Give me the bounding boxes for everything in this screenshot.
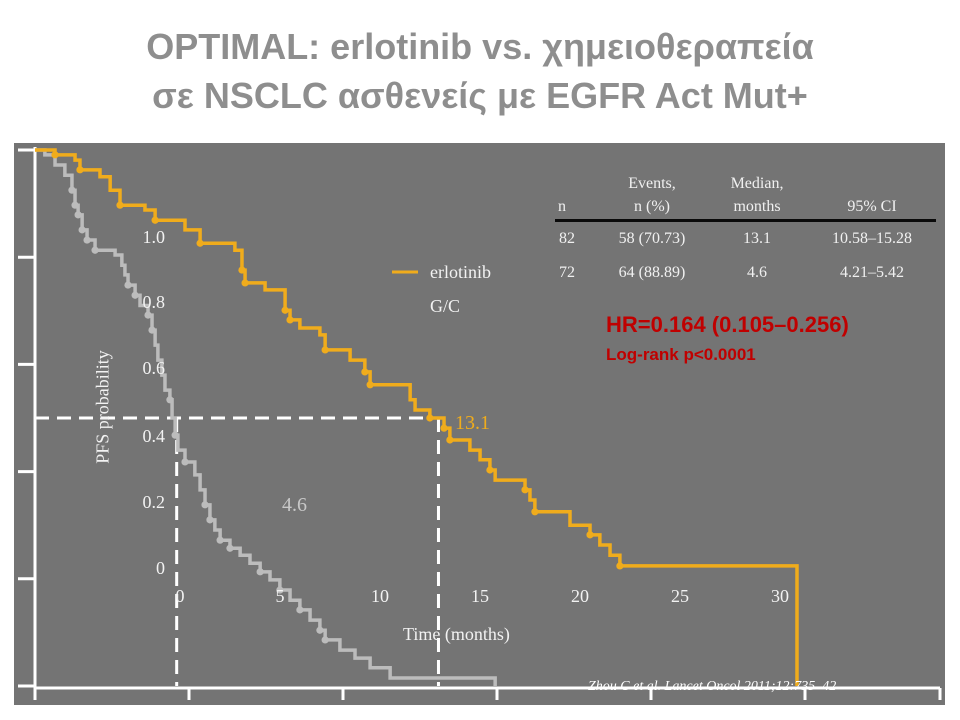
x-tick-label: 15 [471, 586, 489, 606]
censor-mark-gc [124, 281, 132, 289]
hazard-ratio-text: HR=0.164 (0.105–0.256) [606, 312, 849, 337]
censor-mark-gc [296, 606, 304, 614]
table-cell: 4.21–5.42 [840, 264, 904, 281]
y-tick-label: 1.0 [142, 227, 166, 247]
censor-mark-gc [91, 246, 99, 254]
table-cell: 64 (88.89) [618, 264, 686, 281]
table-cell: 58 (70.73) [618, 230, 686, 247]
censor-mark-gc [144, 311, 152, 319]
censor-mark-gc [201, 501, 209, 509]
y-tick-label: 0.8 [142, 292, 166, 312]
censor-mark-erlotinib [586, 531, 594, 539]
x-tick-label: 0 [175, 586, 185, 606]
x-axis-label: Time (months) [403, 624, 510, 644]
table-header-line1: Median, [730, 175, 784, 192]
censor-mark-gc [131, 291, 139, 299]
censor-mark-gc [68, 186, 76, 194]
censor-mark-gc [206, 516, 214, 524]
censor-mark-erlotinib [426, 414, 434, 422]
legend-label-gc: G/C [430, 296, 461, 316]
censor-mark-gc [216, 536, 224, 544]
y-tick-label: 0.2 [142, 492, 166, 512]
citation: Zhou C et al. Lancet Oncol 2011;12:735–4… [588, 679, 837, 694]
censor-mark-gc [166, 396, 174, 404]
censor-mark-erlotinib [366, 381, 374, 389]
censor-mark-gc [276, 586, 284, 594]
censor-mark-gc [171, 431, 179, 439]
plot-background [14, 143, 945, 705]
table-cell: 72 [559, 264, 575, 281]
x-tick-label: 5 [275, 586, 285, 606]
table-cell: 4.6 [747, 264, 767, 281]
logrank-text: Log-rank p<0.0001 [606, 345, 756, 364]
censor-mark-erlotinib [531, 508, 539, 516]
median-label-gc: 4.6 [282, 494, 307, 516]
censor-mark-erlotinib [361, 368, 369, 376]
censor-mark-gc [83, 236, 91, 244]
table-header-median: months [733, 198, 781, 215]
censor-mark-erlotinib [51, 151, 59, 159]
table-cell: 82 [559, 230, 575, 247]
table-divider [555, 219, 936, 222]
censor-mark-gc [256, 568, 264, 576]
censor-mark-erlotinib [286, 316, 294, 324]
x-tick-label: 20 [571, 586, 589, 606]
censor-mark-erlotinib [241, 279, 249, 287]
table-header-n: n [558, 198, 566, 215]
y-tick-label: 0.6 [142, 358, 166, 378]
table-header-ci: 95% CI [847, 198, 897, 215]
y-tick-label: 0 [156, 558, 165, 578]
censor-mark-erlotinib [440, 424, 448, 432]
legend-label-erlotinib: erlotinib [430, 262, 491, 282]
censor-mark-gc [181, 458, 189, 466]
y-axis-label: PFS probability [92, 350, 113, 464]
censor-mark-gc [321, 636, 329, 644]
table-cell: 10.58–15.28 [832, 230, 912, 247]
censor-mark-erlotinib [321, 346, 329, 354]
censor-mark-erlotinib [446, 436, 454, 444]
table-header-line1: Events, [628, 175, 676, 192]
censor-mark-gc [148, 326, 156, 334]
censor-mark-gc [78, 226, 86, 234]
median-label-erlotinib: 13.1 [455, 412, 490, 434]
slide-title-line-1: OPTIMAL: erlotinib vs. χημειοθεραπεία [146, 26, 814, 67]
censor-mark-erlotinib [151, 216, 159, 224]
censor-mark-gc [71, 201, 79, 209]
censor-mark-gc [316, 626, 324, 634]
table-header-events: n (%) [634, 198, 670, 215]
slide-title-line-2: σε NSCLC ασθενείς με EGFR Act Mut+ [152, 75, 808, 116]
x-tick-label: 10 [371, 586, 389, 606]
censor-mark-erlotinib [281, 306, 289, 314]
censor-mark-erlotinib [116, 201, 124, 209]
censor-mark-erlotinib [486, 466, 494, 474]
censor-mark-erlotinib [521, 486, 529, 494]
y-tick-label: 0.4 [142, 426, 166, 446]
table-cell: 13.1 [743, 230, 771, 247]
x-tick-label: 30 [771, 586, 789, 606]
censor-mark-erlotinib [76, 166, 84, 174]
censor-mark-erlotinib [616, 562, 624, 570]
km-curve-erlotinib [35, 148, 799, 686]
censor-mark-gc [226, 544, 234, 552]
censor-mark-gc [74, 211, 82, 219]
censor-mark-erlotinib [238, 266, 246, 274]
censor-mark-erlotinib [196, 239, 204, 247]
x-tick-label: 25 [671, 586, 689, 606]
